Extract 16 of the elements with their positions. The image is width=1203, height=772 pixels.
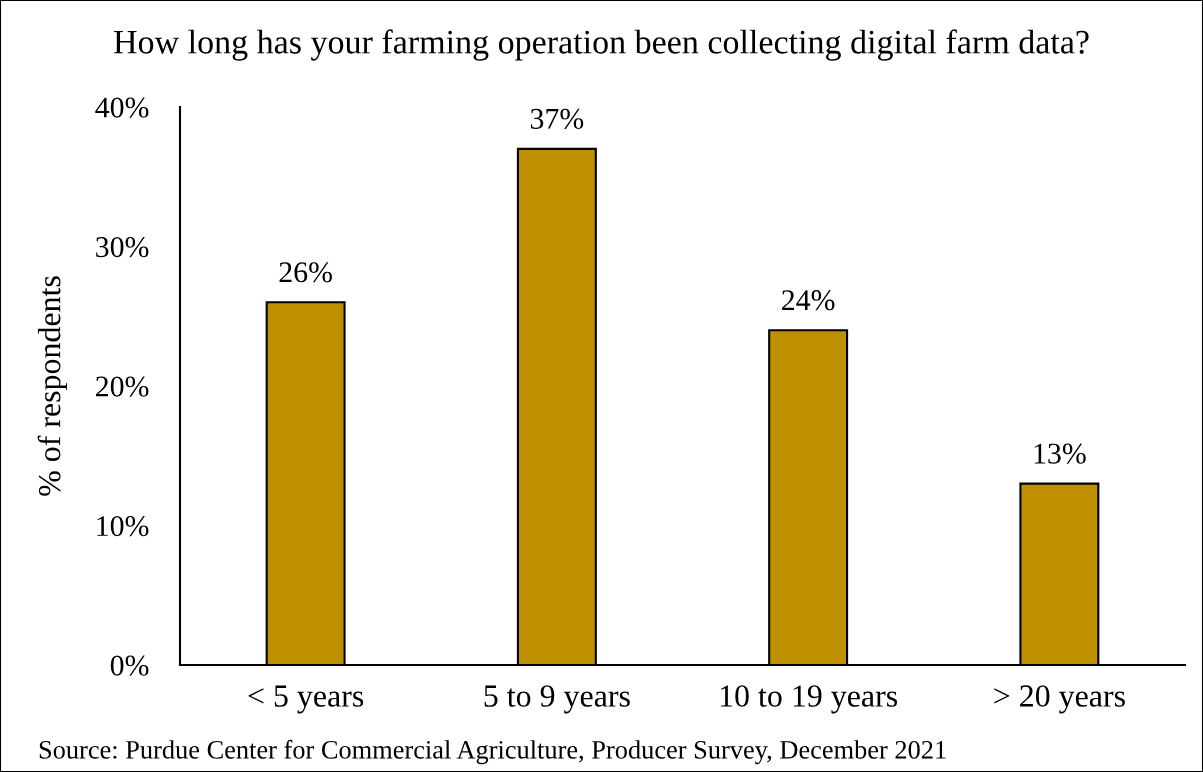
y-tick-label: 40% [95, 97, 149, 118]
chart-title: How long has your farming operation been collecting digital farm data? [113, 29, 1089, 61]
data-label: 26% [279, 262, 332, 283]
data-label: 24% [782, 290, 835, 311]
y-tick-label: 10% [97, 516, 149, 537]
y-tick-label: 0% [110, 655, 149, 676]
source-note: Source: Purdue Center for Commercial Agriculture, Producer Survey, December 2021 [39, 739, 946, 765]
y-tick-label: 20% [96, 376, 149, 397]
y-axis-title: % of respondents [37, 276, 67, 496]
x-tick-label: > 20 years [994, 685, 1125, 714]
x-tick-label: 10 to 19 years [720, 685, 898, 714]
x-tick-label: < 5 years [248, 685, 364, 714]
y-tick-label: 30% [96, 237, 149, 258]
data-label: 37% [530, 108, 584, 129]
x-tick-label: 5 to 9 years [484, 685, 630, 714]
data-label: 13% [1034, 443, 1086, 464]
